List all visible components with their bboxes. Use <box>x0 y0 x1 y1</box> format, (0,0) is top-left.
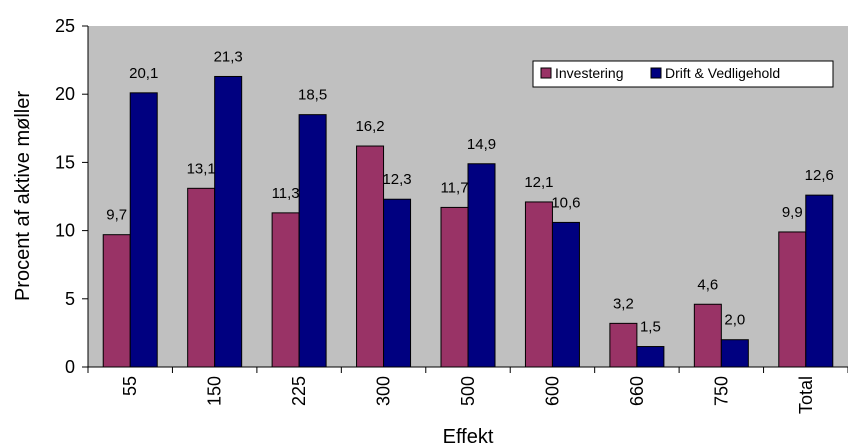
y-tick-label-20: 20 <box>55 84 75 104</box>
data-label-investering-total: 9,9 <box>782 204 803 221</box>
x-tick-label-55: 55 <box>120 376 140 396</box>
data-label-investering-500: 11,7 <box>440 179 468 196</box>
bar-investering-55 <box>102 234 131 368</box>
bar-investering-300 <box>356 145 385 368</box>
data-label-investering-600: 12,1 <box>524 174 553 191</box>
x-axis-title: Effekt <box>443 426 494 447</box>
y-tick-label-10: 10 <box>55 221 75 241</box>
data-label-investering-660: 3,2 <box>613 295 634 312</box>
data-label-drift-vedligehold-225: 18,5 <box>298 87 327 104</box>
data-label-drift-vedligehold-600: 10,6 <box>551 194 580 211</box>
data-label-drift-vedligehold-750: 2,0 <box>724 312 745 329</box>
y-tick-label-5: 5 <box>65 289 75 309</box>
x-tick-label-150: 150 <box>205 376 225 406</box>
bar-investering-750 <box>693 303 722 368</box>
bar-investering-600 <box>524 201 553 368</box>
x-tick-label-300: 300 <box>374 376 394 406</box>
x-tick-label-600: 600 <box>542 376 562 406</box>
data-label-investering-225: 11,3 <box>272 185 300 202</box>
bar-drift-vedligehold-300 <box>383 198 412 368</box>
bar-drift-vedligehold-total <box>805 194 834 368</box>
bar-drift-vedligehold-750 <box>720 339 749 368</box>
legend-label-drift-vedligehold: Drift & Vedligehold <box>665 65 780 81</box>
data-label-drift-vedligehold-150: 21,3 <box>214 48 243 65</box>
y-tick-label-15: 15 <box>55 152 75 172</box>
data-label-drift-vedligehold-660: 1,5 <box>640 319 661 336</box>
y-tick-label-25: 25 <box>55 16 75 36</box>
bar-investering-500 <box>440 206 469 368</box>
x-tick-label-225: 225 <box>289 376 309 406</box>
bar-investering-total <box>778 231 807 368</box>
x-tick-label-660: 660 <box>627 376 647 406</box>
bar-drift-vedligehold-150 <box>214 75 243 368</box>
data-label-drift-vedligehold-300: 12,3 <box>382 171 411 188</box>
data-label-investering-150: 13,1 <box>187 160 216 177</box>
y-tick-label-0: 0 <box>65 357 75 377</box>
x-tick-label-total: Total <box>796 376 816 414</box>
legend-swatch-investering <box>540 67 552 79</box>
data-label-investering-55: 9,7 <box>106 207 127 224</box>
legend: Investering Drift & Vedligehold <box>532 60 834 88</box>
axes-layer: 0 5 10 15 20 25 55 150 225 300 500 600 660 750 Total <box>55 16 848 414</box>
bar-investering-660 <box>609 322 638 368</box>
data-label-investering-300: 16,2 <box>355 118 384 135</box>
legend-box <box>532 60 834 88</box>
legend-swatch-drift-vedligehold <box>650 67 662 79</box>
y-axis-title: Procent af aktive møller <box>12 91 34 301</box>
data-label-drift-vedligehold-500: 14,9 <box>467 136 496 153</box>
bar-drift-vedligehold-600 <box>551 221 580 368</box>
data-label-drift-vedligehold-total: 12,6 <box>805 167 834 184</box>
legend-label-investering: Investering <box>555 65 623 81</box>
x-tick-label-500: 500 <box>458 376 478 406</box>
data-labels-layer: 9,7 20,1 13,1 21,3 11,3 18,5 16,2 12,3 11,7 14,9 1… <box>106 48 834 335</box>
bar-drift-vedligehold-55 <box>129 92 158 368</box>
x-tick-label-750: 750 <box>711 376 731 406</box>
bar-investering-225 <box>271 212 300 368</box>
bar-drift-vedligehold-500 <box>467 163 496 368</box>
data-label-drift-vedligehold-55: 20,1 <box>129 65 158 82</box>
bars-layer <box>102 75 834 368</box>
bar-investering-150 <box>187 187 216 368</box>
bar-drift-vedligehold-660 <box>636 346 665 368</box>
bar-drift-vedligehold-225 <box>298 114 327 368</box>
data-label-investering-750: 4,6 <box>697 276 718 293</box>
